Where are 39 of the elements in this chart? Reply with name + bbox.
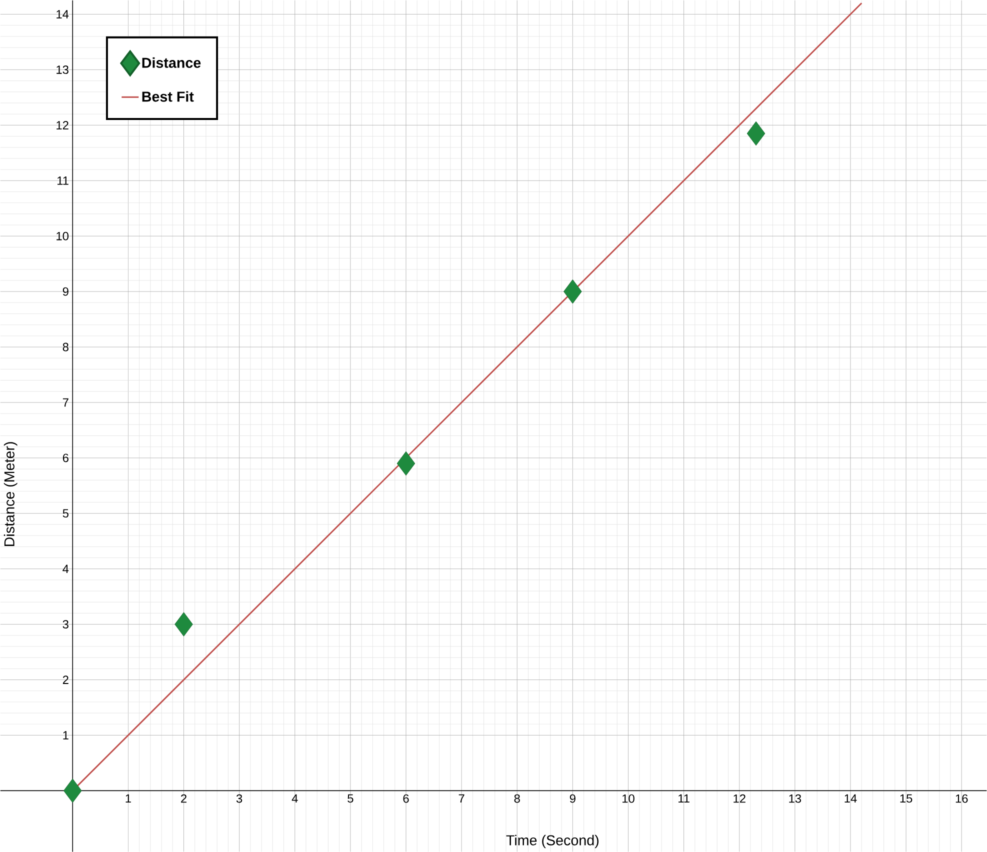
- x-tick-label: 4: [292, 794, 298, 803]
- point: [746, 121, 766, 146]
- x-axis-title: Time (Second): [506, 834, 598, 848]
- y-tick-label: 5: [62, 509, 68, 518]
- point: [396, 451, 416, 476]
- x-tick-label: 9: [570, 794, 576, 803]
- y-tick-label: 8: [62, 342, 68, 352]
- x-tick-label: 15: [900, 794, 912, 803]
- y-tick-label: 11: [57, 176, 68, 185]
- y-tick-label: 4: [62, 564, 69, 573]
- y-tick-label: 7: [62, 398, 68, 407]
- x-tick-label: 7: [458, 794, 464, 803]
- x-tick-label: 8: [514, 794, 520, 803]
- point: [174, 612, 193, 636]
- y-axis-title: Distance (Meter): [4, 442, 18, 546]
- point: [564, 279, 582, 304]
- y-tick-label: 9: [62, 287, 68, 296]
- x-tick-label: 13: [789, 794, 802, 803]
- x-tick-label: 2: [181, 794, 186, 803]
- y-tick-label: 13: [56, 65, 68, 74]
- x-tick-label: 14: [844, 794, 857, 803]
- x-tick-label: 6: [403, 794, 409, 803]
- x-tick-label: 5: [348, 794, 354, 803]
- x-tick-label: 11: [678, 794, 690, 803]
- x-tick-label: 1: [126, 794, 131, 803]
- y-tick-label: 14: [56, 10, 69, 18]
- x-tick-label: 16: [956, 794, 968, 803]
- legend-label: Best Fit: [142, 91, 194, 102]
- x-tick-label: 10: [622, 794, 634, 803]
- y-tick-label: 12: [56, 120, 68, 130]
- y-tick-label: 10: [56, 232, 69, 240]
- y-tick-label: 2: [62, 676, 68, 684]
- y-tick-label: 3: [62, 620, 68, 628]
- y-tick-label: 1: [63, 731, 68, 740]
- x-tick-label: 12: [734, 794, 746, 803]
- point: [63, 778, 82, 803]
- legend-label: Distance: [142, 57, 201, 68]
- x-tick-label: 3: [236, 794, 242, 803]
- y-tick-label: 6: [62, 454, 68, 462]
